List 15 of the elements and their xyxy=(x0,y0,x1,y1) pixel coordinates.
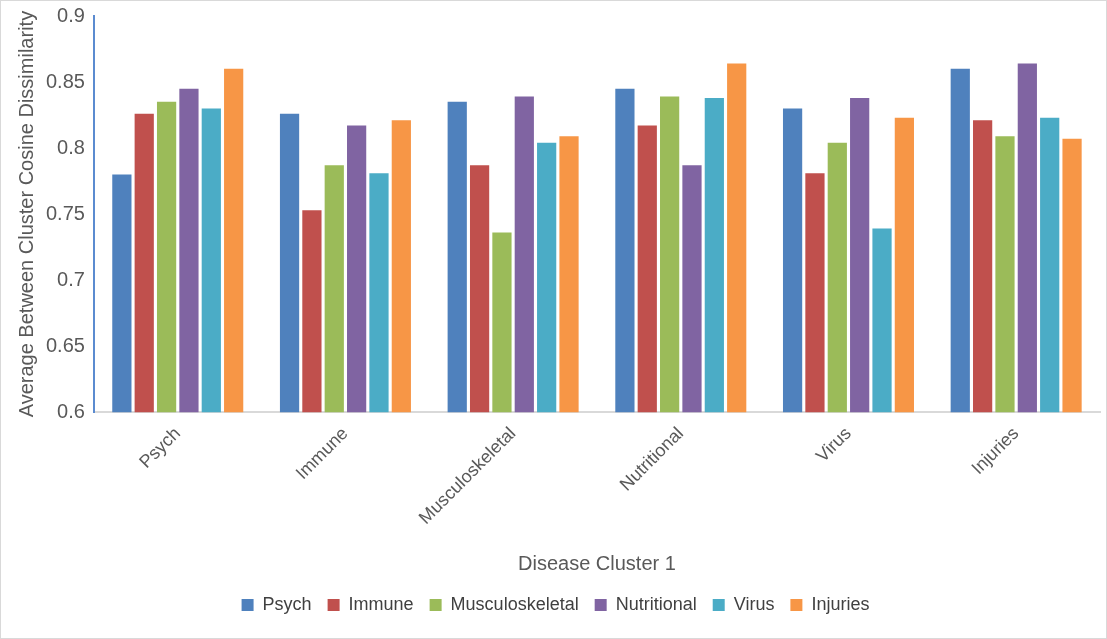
legend-label: Immune xyxy=(348,593,414,614)
y-tick-label: 0.85 xyxy=(45,69,85,92)
y-tick-label: 0.8 xyxy=(57,135,85,158)
legend-label: Virus xyxy=(733,593,775,614)
legend-label: Psych xyxy=(262,593,312,614)
y-tick-label: 0.75 xyxy=(45,201,85,224)
y-tick-label: 0.7 xyxy=(57,267,85,290)
y-tick-label: 0.6 xyxy=(57,399,85,422)
y-axis-title: Average Between Cluster Cosine Dissimilarity xyxy=(14,10,37,418)
y-tick-label: 0.65 xyxy=(45,333,85,356)
legend-label: Injuries xyxy=(811,593,870,614)
x-axis-title: Disease Cluster 1 xyxy=(518,551,676,574)
legend-label: Musculoskeletal xyxy=(450,593,579,614)
y-tick-label: 0.9 xyxy=(57,3,85,26)
legend-label: Nutritional xyxy=(615,593,697,614)
